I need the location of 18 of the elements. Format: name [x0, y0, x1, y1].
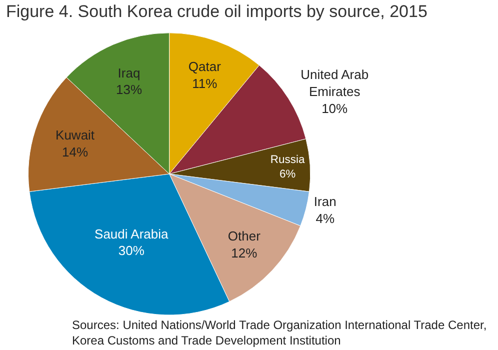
data-label: 10% [322, 100, 348, 116]
data-label: 30% [118, 243, 145, 258]
data-label: 13% [116, 82, 142, 98]
chart-title: Figure 4. South Korea crude oil imports by source, 2015 [6, 2, 428, 22]
slice-label: Kuwait [56, 127, 95, 142]
slice-label: Iran [314, 194, 336, 210]
data-label: 12% [231, 245, 258, 260]
data-label: 4% [316, 210, 335, 226]
slice-label: Iraq [118, 65, 140, 80]
slice-label: Qatar [188, 58, 222, 74]
data-label: 6% [279, 168, 296, 181]
data-label: 11% [192, 76, 218, 91]
slice-label: Saudi Arabia [94, 226, 170, 242]
source-note: Sources: United Nations/World Trade Organization International Trade Center, Korea Customs and Trade Development Institution [72, 318, 487, 348]
slice-label: United Arab Emirates [300, 66, 369, 99]
data-label: 14% [62, 144, 88, 160]
slice-label: Other [228, 228, 262, 244]
slice-label: Russia [270, 154, 306, 166]
